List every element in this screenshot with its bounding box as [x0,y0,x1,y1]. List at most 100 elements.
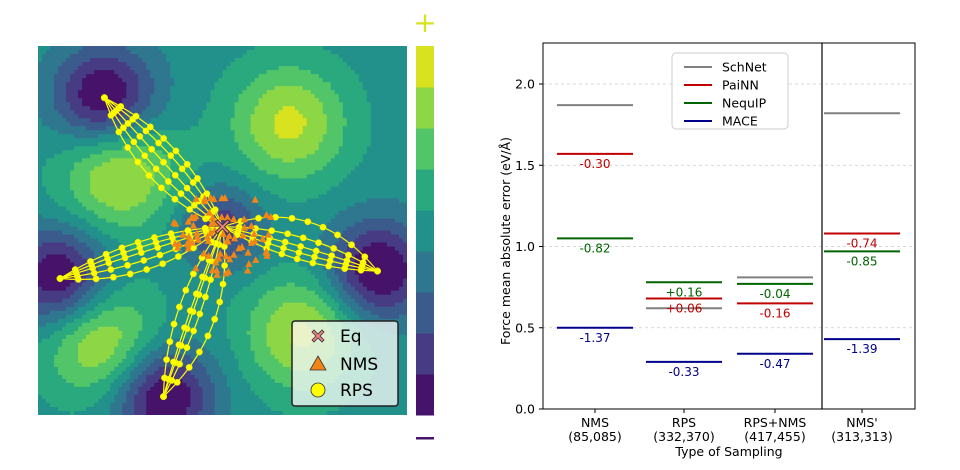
contour-cell [122,86,127,91]
contour-cell [206,94,212,99]
contour-cell [58,394,63,400]
contour-cell [62,298,67,304]
contour-cell [186,202,192,208]
contour-cell [70,314,75,320]
contour-cell [78,202,83,208]
contour-cell [202,174,208,179]
contour-cell [54,230,59,236]
contour-cell [146,390,151,396]
contour-cell [218,70,224,75]
contour-cell [82,138,87,143]
contour-cell [190,298,196,304]
contour-cell [214,70,220,75]
contour-cell [210,174,216,179]
contour-cell [182,278,187,284]
contour-cell [62,158,67,163]
contour-cell [130,174,135,179]
contour-cell [190,142,196,147]
contour-cell [98,62,103,67]
contour-cell [74,298,79,304]
contour-cell [38,154,43,159]
contour-cell [50,82,55,87]
contour-cell [134,378,139,384]
contour-cell [110,162,115,167]
contour-cell [198,202,204,208]
contour-cell [90,82,95,87]
contour-cell [162,114,167,119]
contour-cell [206,78,212,83]
contour-cell [98,350,103,356]
contour-cell [234,290,240,296]
contour-cell [90,194,95,200]
contour-cell [254,90,260,95]
contour-cell [150,78,155,83]
contour-cell [114,218,119,224]
contour-cell [50,282,55,288]
contour-cell [222,82,228,87]
contour-cell [122,54,127,59]
contour-cell [242,178,248,183]
contour-cell [238,70,244,75]
contour-cell [106,234,111,240]
contour-cell [198,222,204,228]
contour-cell [90,158,95,163]
contour-cell [134,86,139,91]
contour-cell [198,178,204,183]
contour-cell [42,170,47,175]
contour-cell [238,382,244,388]
contour-cell [238,86,244,91]
contour-cell [102,46,107,51]
contour-cell [234,134,240,139]
contour-cell [238,170,244,175]
contour-cell [166,202,171,208]
contour-cell [206,406,212,412]
contour-cell [114,286,119,292]
contour-cell [78,186,83,191]
contour-cell [178,122,183,127]
contour-cell [90,298,95,304]
contour-cell [250,114,256,119]
contour-cell [230,106,236,111]
contour-cell [126,294,131,300]
contour-cell [138,294,143,300]
contour-cell [66,330,71,336]
contour-cell [58,138,63,143]
contour-cell [50,198,55,204]
contour-cell [162,74,167,79]
contour-cell [86,410,91,415]
contour-cell [130,166,135,171]
contour-cell [186,350,192,356]
contour-cell [158,342,163,348]
contour-cell [222,214,228,220]
contour-cell [70,350,75,356]
contour-cell [198,330,204,336]
contour-cell [58,358,63,364]
contour-cell [78,246,83,252]
contour-cell [70,78,75,83]
contour-cell [86,334,91,340]
contour-cell [106,278,111,284]
contour-cell [70,366,75,372]
contour-cell [122,350,127,356]
contour-cell [242,214,248,220]
contour-cell [58,82,63,87]
contour-cell [174,86,179,91]
contour-cell [234,286,240,292]
contour-cell [38,266,43,272]
contour-cell [246,206,252,212]
contour-cell [130,46,135,51]
contour-cell [178,202,183,208]
contour-cell [50,394,55,400]
contour-cell [86,302,91,308]
contour-cell [134,250,139,256]
contour-cell [126,302,131,308]
contour-cell [50,58,55,63]
contour-cell [114,246,119,252]
contour-cell [222,374,228,380]
contour-cell [78,250,83,256]
contour-cell [86,306,91,312]
contour-cell [114,186,119,191]
contour-cell [174,214,179,220]
contour-cell [210,406,216,412]
contour-cell [154,390,159,396]
